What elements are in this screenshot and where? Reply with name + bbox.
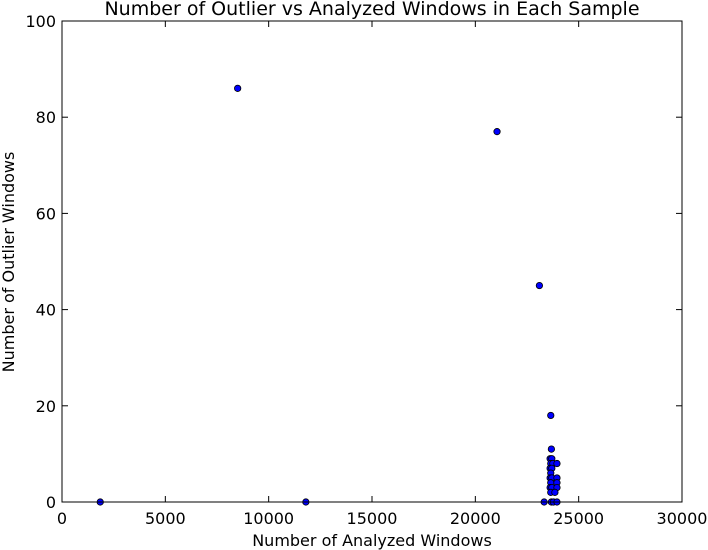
- scatter-point: [547, 411, 555, 420]
- scatter-point: [493, 128, 501, 136]
- scatter-point: [547, 445, 555, 453]
- x-tick-label: 0: [57, 509, 67, 528]
- y-tick-label: 20: [36, 397, 56, 416]
- y-tick-label: 100: [25, 12, 56, 31]
- scatter-point: [234, 84, 242, 92]
- x-tick-label: 5000: [145, 509, 186, 528]
- scatter-point: [553, 459, 561, 468]
- y-tick-label: 80: [36, 108, 56, 127]
- x-tick-label: 15000: [347, 509, 398, 528]
- points-layer: [96, 84, 561, 506]
- chart-title: Number of Outlier vs Analyzed Windows in…: [104, 0, 639, 20]
- x-tick-label: 20000: [450, 509, 501, 528]
- x-tick-label: 10000: [243, 509, 294, 528]
- y-tick-label: 40: [36, 301, 56, 320]
- scatter-point: [535, 281, 544, 290]
- x-axis-label: Number of Analyzed Windows: [252, 531, 492, 550]
- y-axis-label: Number of Outlier Windows: [0, 152, 18, 373]
- ticks-layer: 0 5000 10000 15000 20000 25000 30000 0 20 40 60 80 1…: [25, 12, 707, 528]
- scatter-point: [551, 488, 559, 496]
- y-tick-label: 60: [36, 204, 56, 223]
- x-tick-label: 30000: [657, 509, 708, 528]
- x-tick-label: 25000: [553, 509, 604, 528]
- plot-area-frame: [61, 20, 683, 503]
- y-tick-label: 0: [46, 493, 56, 512]
